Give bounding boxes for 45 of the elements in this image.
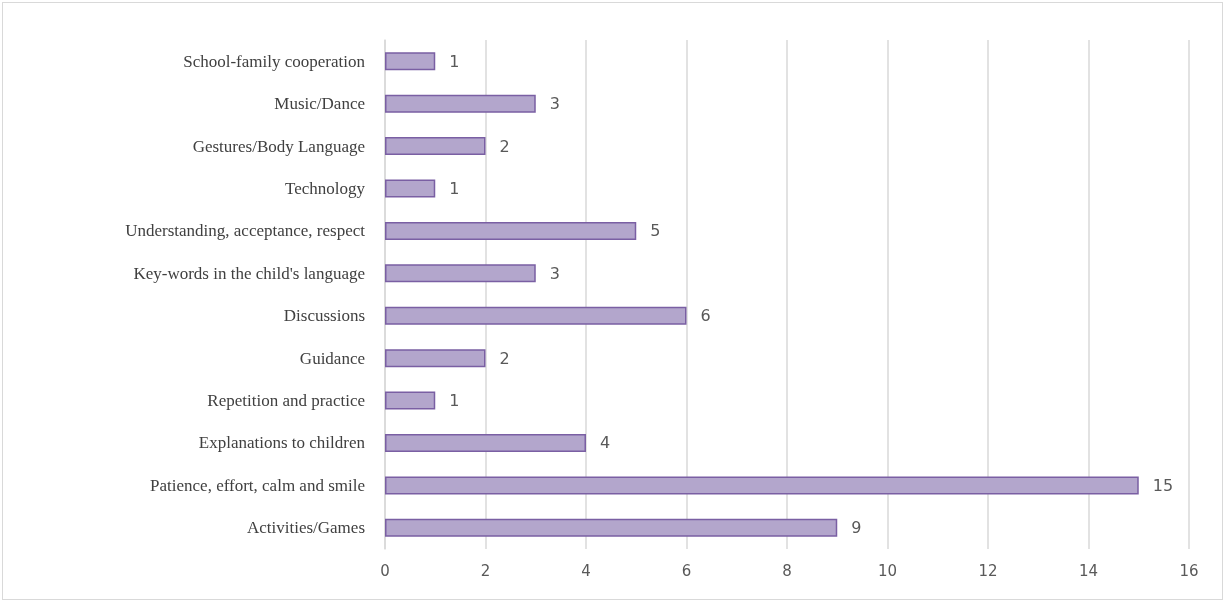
- data-label: 5: [650, 221, 661, 241]
- bar: [385, 433, 586, 452]
- y-tick-label: Guidance: [299, 348, 365, 368]
- data-label: 1: [449, 51, 460, 71]
- x-tick-label: 4: [581, 561, 591, 580]
- data-label: 9: [851, 518, 862, 538]
- data-label: 4: [600, 433, 611, 453]
- bar: [385, 306, 687, 325]
- bar: [385, 264, 536, 283]
- y-tick-label: Explanations to children: [198, 433, 366, 453]
- bar: [385, 476, 1139, 495]
- bar: [385, 221, 637, 240]
- y-tick-label: Understanding, acceptance, respect: [125, 221, 366, 241]
- x-tick-label: 8: [782, 561, 792, 580]
- y-tick-label: Repetition and practice: [207, 391, 365, 411]
- bar: [385, 349, 486, 368]
- x-tick-label: 2: [480, 561, 491, 580]
- y-tick-label: Activities/Games: [246, 518, 365, 538]
- bar: [385, 518, 838, 537]
- y-tick-label: Gestures/Body Language: [192, 136, 365, 156]
- data-label: 6: [700, 306, 711, 326]
- data-label: 1: [449, 391, 460, 411]
- y-tick-label: School-family cooperation: [183, 51, 366, 71]
- data-label: 15: [1152, 475, 1174, 495]
- x-tick-label: 16: [1179, 561, 1199, 580]
- data-label: 3: [549, 263, 560, 283]
- y-tick-label: Music/Dance: [274, 94, 365, 114]
- y-tick-label: Technology: [284, 178, 366, 198]
- bar: [385, 137, 486, 156]
- data-label: 2: [499, 136, 510, 156]
- y-tick-label: Key-words in the child's language: [133, 263, 365, 283]
- data-label: 2: [499, 348, 510, 368]
- data-label: 3: [549, 94, 560, 114]
- y-tick-label: Discussions: [283, 306, 365, 326]
- x-tick-label: 6: [681, 561, 692, 580]
- x-tick-label: 10: [877, 561, 898, 580]
- x-tick-label: 0: [380, 561, 390, 580]
- y-tick-label: Patience, effort, calm and smile: [150, 475, 365, 495]
- bar: [385, 52, 436, 71]
- bar: [385, 179, 436, 198]
- x-tick-label: 14: [1078, 561, 1099, 580]
- data-label: 1: [449, 178, 460, 198]
- x-tick-label: 12: [978, 561, 998, 580]
- bar: [385, 391, 436, 410]
- bar: [385, 94, 536, 113]
